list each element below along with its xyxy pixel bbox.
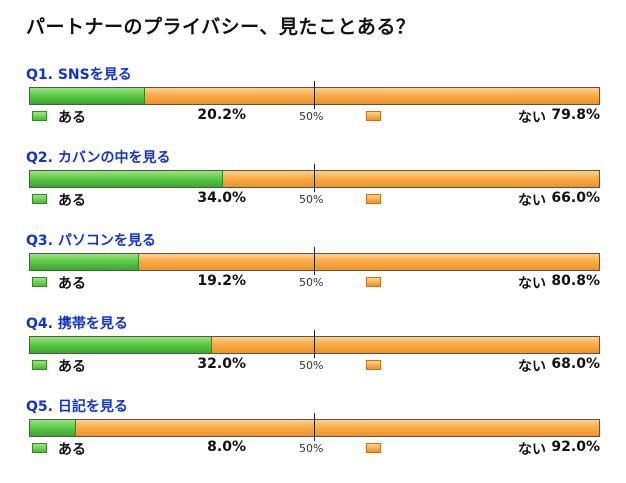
bar-segment-no	[223, 171, 599, 187]
yes-percentage: 19.2%	[197, 273, 246, 289]
legend-label-yes: ある	[58, 276, 86, 292]
legend-label-yes: ある	[58, 359, 86, 375]
legend-swatch-no	[366, 277, 381, 287]
bar-segment-yes	[30, 171, 224, 187]
midpoint-label: 50%	[299, 193, 324, 206]
legend-swatch-no	[366, 443, 381, 453]
legend-label-no: ない	[518, 110, 546, 126]
midpoint-line	[314, 81, 315, 109]
midpoint-line	[314, 247, 315, 275]
legend-label-no: ない	[518, 276, 546, 292]
no-percentage: 92.0%	[551, 439, 600, 455]
bar-segment-no	[139, 254, 599, 270]
no-percentage: 66.0%	[551, 190, 600, 206]
legend-swatch-no	[366, 111, 381, 121]
question-label: Q3. パソコンを見る	[26, 233, 156, 249]
midpoint-label: 50%	[299, 276, 324, 289]
question-label: Q1. SNSを見る	[26, 67, 132, 83]
yes-percentage: 32.0%	[197, 356, 246, 372]
yes-percentage: 20.2%	[197, 107, 246, 123]
legend-label-yes: ある	[58, 193, 86, 209]
question-label: Q5. 日記を見る	[26, 399, 128, 415]
legend-label-no: ない	[518, 442, 546, 458]
legend-swatch-yes	[32, 443, 47, 453]
bar-segment-yes	[30, 88, 145, 104]
legend-label-no: ない	[518, 193, 546, 209]
question-label: Q4. 携帯を見る	[26, 316, 128, 332]
bar-segment-yes	[30, 254, 140, 270]
chart-title: パートナーのプライバシー、見たことある？	[26, 16, 416, 38]
midpoint-label: 50%	[299, 110, 324, 123]
question-row: Q5. 日記を見る ある 8.0% 50% ない 92.0%	[0, 396, 626, 479]
no-percentage: 79.8%	[551, 107, 600, 123]
question-row: Q4. 携帯を見る ある 32.0% 50% ない 68.0%	[0, 313, 626, 396]
midpoint-line	[314, 413, 315, 441]
legend-swatch-yes	[32, 111, 47, 121]
no-percentage: 68.0%	[551, 356, 600, 372]
question-row: Q3. パソコンを見る ある 19.2% 50% ない 80.8%	[0, 230, 626, 313]
legend-swatch-no	[366, 194, 381, 204]
legend-swatch-yes	[32, 277, 47, 287]
bar-segment-no	[75, 420, 599, 436]
legend-swatch-yes	[32, 194, 47, 204]
legend-swatch-yes	[32, 360, 47, 370]
legend-label-yes: ある	[58, 442, 86, 458]
midpoint-line	[314, 330, 315, 358]
bar-segment-yes	[30, 337, 213, 353]
no-percentage: 80.8%	[551, 273, 600, 289]
legend-swatch-no	[366, 360, 381, 370]
bar-segment-yes	[30, 420, 76, 436]
legend-label-no: ない	[518, 359, 546, 375]
legend-label-yes: ある	[58, 110, 86, 126]
yes-percentage: 34.0%	[197, 190, 246, 206]
bar-segment-no	[212, 337, 599, 353]
question-row: Q1. SNSを見る ある 20.2% 50% ない 79.8%	[0, 64, 626, 147]
midpoint-label: 50%	[299, 359, 324, 372]
question-label: Q2. カバンの中を見る	[26, 150, 171, 166]
question-row: Q2. カバンの中を見る ある 34.0% 50% ない 66.0%	[0, 147, 626, 230]
yes-percentage: 8.0%	[207, 439, 246, 455]
midpoint-line	[314, 164, 315, 192]
bar-segment-no	[144, 88, 599, 104]
midpoint-label: 50%	[299, 442, 324, 455]
